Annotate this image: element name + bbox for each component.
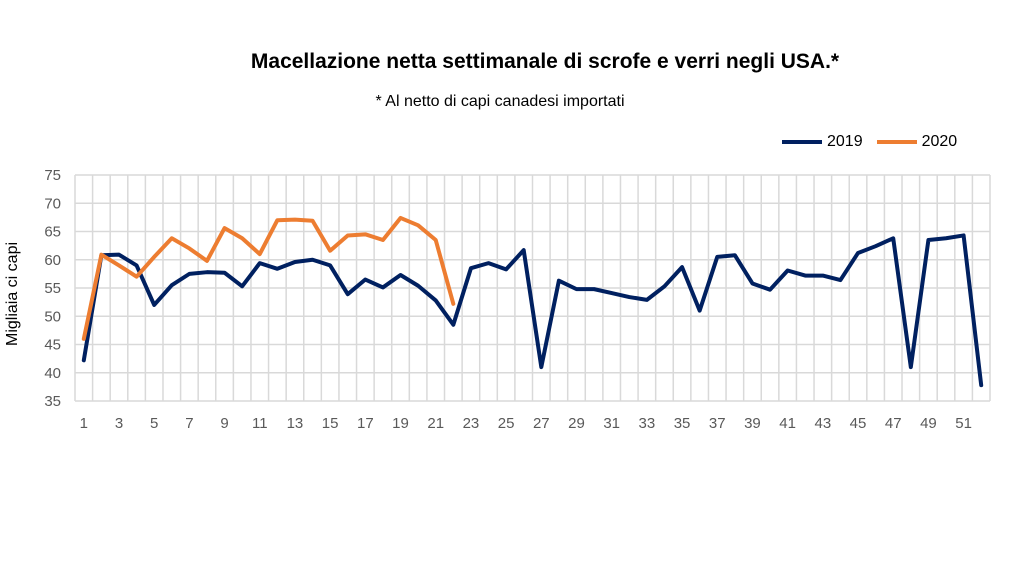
y-tick-label: 65	[44, 224, 61, 241]
legend-item-2020: 2020	[876, 133, 958, 151]
legend-label-2020: 2020	[921, 133, 958, 150]
x-tick-label: 29	[568, 415, 585, 432]
y-tick-label: 45	[44, 337, 61, 354]
x-tick-label: 19	[392, 415, 409, 432]
x-tick-label: 27	[533, 415, 550, 432]
x-tick-label: 5	[150, 415, 158, 432]
x-tick-label: 41	[779, 415, 796, 432]
x-tick-label: 21	[427, 415, 444, 432]
x-tick-label: 47	[885, 415, 902, 432]
y-tick-label: 50	[44, 308, 61, 325]
y-tick-label: 35	[44, 393, 61, 410]
legend: 2019 2020	[782, 133, 957, 151]
x-tick-label: 37	[709, 415, 726, 432]
x-tick-label: 15	[322, 415, 339, 432]
chart-title: Macellazione netta settimanale di scrofe…	[250, 50, 840, 73]
x-tick-label: 7	[185, 415, 193, 432]
x-tick-label: 25	[498, 415, 515, 432]
series-line-2019	[81, 233, 984, 388]
y-tick-label: 40	[44, 365, 61, 382]
y-tick-label: 70	[44, 195, 61, 212]
x-tick-label: 13	[287, 415, 304, 432]
x-tick-label: 11	[252, 415, 268, 432]
y-tick-label: 75	[44, 167, 61, 184]
x-tick-label: 43	[814, 415, 831, 432]
x-tick-label: 9	[220, 415, 228, 432]
legend-item-2019: 2019	[782, 133, 863, 151]
x-tick-label: 33	[639, 415, 656, 432]
x-tick-label: 49	[920, 415, 937, 432]
series-line-2020	[81, 215, 456, 341]
x-tick-label: 17	[357, 415, 374, 432]
y-tick-label: 55	[44, 280, 61, 297]
x-tick-label: 3	[115, 415, 123, 432]
x-tick-label: 23	[463, 415, 480, 432]
x-tick-label: 45	[850, 415, 867, 432]
legend-label-2019: 2019	[827, 133, 863, 150]
x-tick-label: 39	[744, 415, 761, 432]
y-axis-label: Migliaia ci capi	[4, 241, 21, 346]
x-tick-label: 35	[674, 415, 691, 432]
legend-swatch-2019	[782, 140, 822, 144]
chart-subtitle: * Al netto di capi canadesi importati	[375, 93, 625, 110]
y-tick-label: 60	[44, 252, 61, 269]
x-tick-label: 31	[603, 415, 620, 432]
legend-swatch-2020	[876, 140, 917, 144]
x-tick-label: 1	[80, 415, 88, 432]
x-tick-label: 51	[955, 415, 972, 432]
